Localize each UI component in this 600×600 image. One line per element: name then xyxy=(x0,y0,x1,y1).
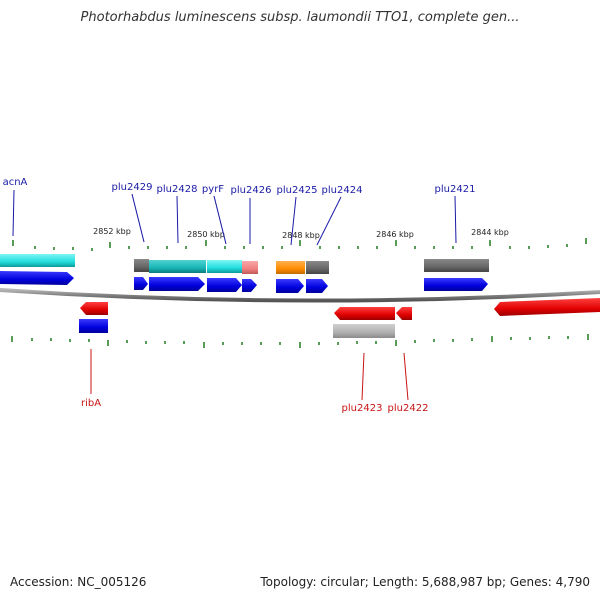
gene-label-plu2421[interactable]: plu2421 xyxy=(435,184,476,195)
upper-tick-track xyxy=(12,238,587,251)
forward-cds-arrow[interactable] xyxy=(0,271,74,285)
gene-label-plu2423[interactable]: plu2423 xyxy=(342,403,383,414)
forward-gene-labels: acnA plu2429 plu2428 pyrF plu2426 plu242… xyxy=(3,177,476,246)
scale-label: 2850 kbp xyxy=(187,230,225,239)
leader-line xyxy=(12,189,15,237)
reverse-cds-arrow[interactable] xyxy=(80,302,108,315)
reverse-cds-track xyxy=(80,298,600,320)
forward-cds-arrow[interactable] xyxy=(424,278,488,291)
gene-label-plu2425[interactable]: plu2425 xyxy=(277,185,318,196)
leader-line xyxy=(176,195,179,244)
feature-track-upper xyxy=(0,254,489,274)
scale-label: 2852 kbp xyxy=(93,227,131,236)
reverse-cds-arrow[interactable] xyxy=(334,307,395,320)
feature-block-blue[interactable] xyxy=(79,319,108,333)
feature-block-gray[interactable] xyxy=(424,259,489,272)
gene-label-ribA[interactable]: ribA xyxy=(81,398,101,409)
forward-cds-arrow[interactable] xyxy=(207,278,242,292)
forward-cds-arrow[interactable] xyxy=(276,279,304,293)
leader-line xyxy=(290,196,297,246)
map-title: Photorhabdus luminescens subsp. laumondi… xyxy=(80,10,520,25)
reverse-gene-labels: ribA plu2423 plu2422 xyxy=(81,349,429,414)
leader-line xyxy=(403,352,409,401)
forward-cds-track xyxy=(0,271,488,293)
feature-block-cyan[interactable] xyxy=(207,260,242,273)
forward-cds-arrow[interactable] xyxy=(306,279,328,293)
forward-cds-arrow[interactable] xyxy=(134,277,148,290)
feature-block-gray[interactable] xyxy=(306,261,329,274)
gene-label-plu2424[interactable]: plu2424 xyxy=(322,185,363,196)
feature-block-teal[interactable] xyxy=(149,260,206,273)
topology-text: Topology: circular; Length: 5,688,987 bp… xyxy=(260,575,590,589)
reverse-cds-arrow[interactable] xyxy=(396,307,412,320)
feature-block-cyan[interactable] xyxy=(0,254,75,267)
leader-line xyxy=(131,193,145,243)
genome-backbone xyxy=(0,288,600,303)
scale-label: 2846 kbp xyxy=(376,230,414,239)
feature-block-gray[interactable] xyxy=(134,259,149,272)
scale-label: 2844 kbp xyxy=(471,228,509,237)
feature-block-salmon[interactable] xyxy=(242,261,258,274)
gene-label-plu2426[interactable]: plu2426 xyxy=(231,185,272,196)
gene-label-plu2428[interactable]: plu2428 xyxy=(157,184,198,195)
leader-line xyxy=(316,196,342,246)
feature-block-orange[interactable] xyxy=(276,261,305,274)
leader-line xyxy=(361,352,365,401)
gene-label-plu2422[interactable]: plu2422 xyxy=(388,403,429,414)
feature-block-lightgray[interactable] xyxy=(333,324,395,338)
gene-label-acnA[interactable]: acnA xyxy=(3,177,28,188)
leader-line xyxy=(213,195,227,245)
lower-tick-track xyxy=(11,334,589,348)
feature-track-lower xyxy=(79,319,395,338)
forward-cds-arrow[interactable] xyxy=(242,279,257,292)
scale-label: 2848 kbp xyxy=(282,231,320,240)
forward-cds-arrow[interactable] xyxy=(149,277,205,291)
accession-text: Accession: NC_005126 xyxy=(10,575,147,589)
gene-label-pyrF[interactable]: pyrF xyxy=(202,184,224,195)
leader-line xyxy=(454,195,457,244)
gene-label-plu2429[interactable]: plu2429 xyxy=(112,182,153,193)
reverse-cds-arrow[interactable] xyxy=(494,298,600,316)
